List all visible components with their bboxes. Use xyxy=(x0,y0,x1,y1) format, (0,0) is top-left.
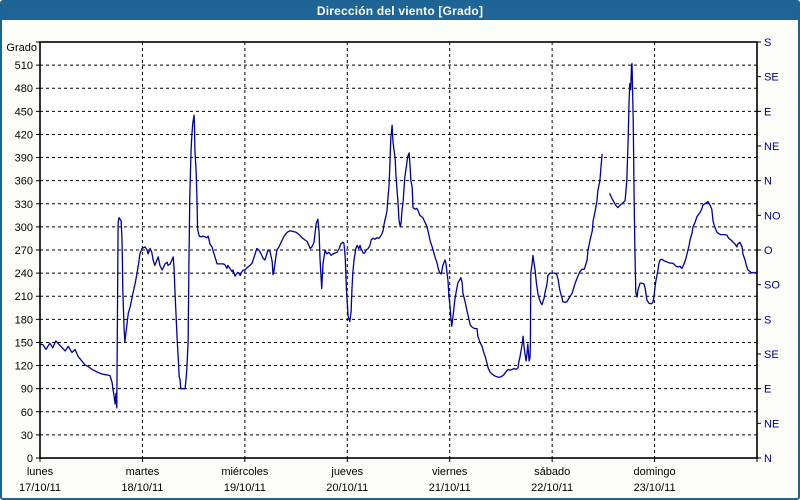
svg-text:19/10/11: 19/10/11 xyxy=(224,482,266,494)
svg-text:150: 150 xyxy=(15,337,33,349)
svg-text:martes: martes xyxy=(126,466,160,478)
svg-text:S: S xyxy=(764,37,771,49)
svg-text:lunes: lunes xyxy=(27,466,54,478)
wind-direction-chart: 0 30 60 90 120 150 180 210 240 270 300 330 360 390 420… xyxy=(6,37,781,494)
svg-text:90: 90 xyxy=(21,384,33,396)
compass-labels: N NE E SE S SO O NO N NE E SE S xyxy=(764,37,781,465)
svg-text:180: 180 xyxy=(15,314,33,326)
svg-text:N: N xyxy=(764,453,772,465)
svg-text:S: S xyxy=(764,314,771,326)
svg-text:NO: NO xyxy=(764,210,781,222)
svg-text:N: N xyxy=(764,176,772,188)
svg-text:210: 210 xyxy=(15,291,33,303)
svg-text:E: E xyxy=(764,106,771,118)
svg-text:O: O xyxy=(764,245,773,257)
svg-text:360: 360 xyxy=(15,176,33,188)
svg-text:240: 240 xyxy=(15,268,33,280)
y-axis-labels: 0 30 60 90 120 150 180 210 240 270 300 330 360 390 420… xyxy=(6,42,37,465)
chart-title: Dirección del viento [Grado] xyxy=(316,4,484,18)
svg-text:E: E xyxy=(764,384,771,396)
svg-text:miércoles: miércoles xyxy=(221,466,269,478)
svg-text:390: 390 xyxy=(15,153,33,165)
y-axis-title: Grado xyxy=(6,42,37,54)
svg-text:SE: SE xyxy=(764,349,779,361)
wind-direction-line xyxy=(39,62,758,409)
plot-background xyxy=(40,42,757,458)
svg-text:120: 120 xyxy=(15,361,33,373)
svg-text:60: 60 xyxy=(21,407,33,419)
svg-text:SO: SO xyxy=(764,280,780,292)
svg-text:330: 330 xyxy=(15,199,33,211)
svg-text:17/10/11: 17/10/11 xyxy=(19,482,61,494)
svg-text:0: 0 xyxy=(27,453,33,465)
svg-text:jueves: jueves xyxy=(330,466,363,478)
svg-text:NE: NE xyxy=(764,141,779,153)
plot-border xyxy=(39,41,758,459)
chart-title-bar: Dirección del viento [Grado] xyxy=(2,2,798,20)
svg-text:sábado: sábado xyxy=(534,466,570,478)
chart-area: 0 30 60 90 120 150 180 210 240 270 300 330 360 390 420… xyxy=(2,20,798,498)
svg-text:23/10/11: 23/10/11 xyxy=(634,482,676,494)
svg-text:450: 450 xyxy=(15,106,33,118)
svg-text:300: 300 xyxy=(15,222,33,234)
svg-text:510: 510 xyxy=(15,60,33,72)
svg-text:270: 270 xyxy=(15,245,33,257)
svg-text:30: 30 xyxy=(21,430,33,442)
svg-text:18/10/11: 18/10/11 xyxy=(121,482,163,494)
svg-text:domingo: domingo xyxy=(633,466,675,478)
svg-text:20/10/11: 20/10/11 xyxy=(326,482,368,494)
svg-text:21/10/11: 21/10/11 xyxy=(429,482,471,494)
svg-text:NE: NE xyxy=(764,418,779,430)
svg-text:420: 420 xyxy=(15,129,33,141)
svg-text:SE: SE xyxy=(764,72,779,84)
svg-text:480: 480 xyxy=(15,83,33,95)
svg-text:viernes: viernes xyxy=(432,466,468,478)
x-axis-labels: lunes 17/10/11 martes 18/10/11 miércoles 19/1… xyxy=(19,466,676,494)
svg-text:22/10/11: 22/10/11 xyxy=(531,482,573,494)
